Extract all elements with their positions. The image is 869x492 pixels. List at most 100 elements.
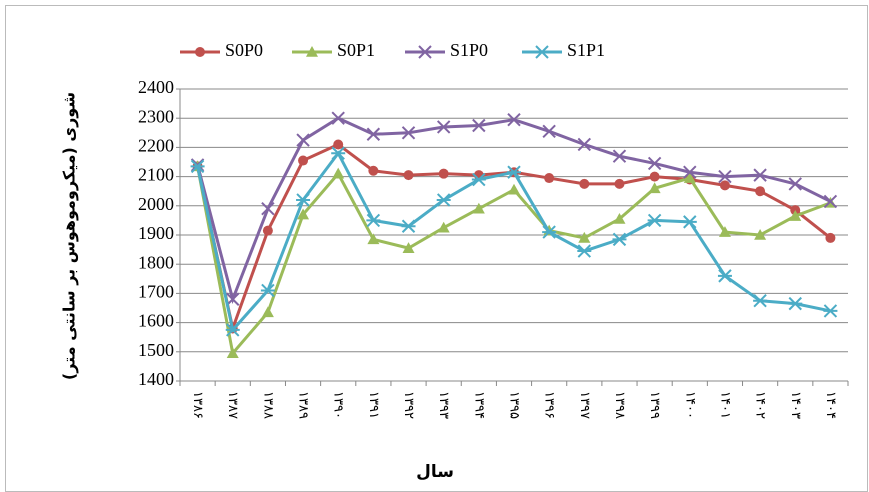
x-tick-label: ۱۴۰۳ bbox=[788, 391, 803, 419]
marker bbox=[788, 177, 802, 191]
x-tick-label: ۱۳۹۸ bbox=[612, 391, 627, 419]
marker bbox=[401, 219, 416, 233]
x-tick-label: ۱۳۹۰ bbox=[331, 391, 346, 419]
marker bbox=[471, 172, 486, 187]
marker bbox=[613, 212, 626, 224]
marker bbox=[579, 178, 590, 189]
marker bbox=[190, 158, 205, 172]
marker bbox=[718, 169, 732, 184]
marker bbox=[755, 186, 766, 197]
legend-label: S0P0 bbox=[225, 40, 263, 60]
marker bbox=[544, 173, 555, 184]
y-tick-label: 1600 bbox=[138, 311, 174, 331]
x-tick-label: ۱۳۸۶ bbox=[190, 391, 205, 419]
marker bbox=[683, 172, 696, 183]
x-tick-label: ۱۴۰۲ bbox=[753, 391, 768, 419]
y-tick-label: 1500 bbox=[138, 340, 174, 360]
marker bbox=[682, 215, 697, 229]
marker bbox=[401, 126, 416, 140]
marker bbox=[577, 137, 592, 152]
marker bbox=[612, 232, 627, 247]
x-tick-label: ۱۴۰۱ bbox=[717, 391, 732, 419]
marker bbox=[788, 296, 803, 311]
marker bbox=[297, 208, 310, 220]
marker bbox=[306, 46, 318, 57]
marker bbox=[542, 124, 556, 139]
marker bbox=[366, 213, 381, 228]
marker bbox=[195, 47, 205, 57]
x-tick-label: ۱۳۹۱ bbox=[366, 391, 381, 419]
marker bbox=[718, 226, 731, 237]
x-tick-label: ۱۴۰۰ bbox=[682, 391, 697, 419]
marker bbox=[331, 111, 345, 125]
marker bbox=[753, 293, 768, 308]
x-tick-label: ۱۳۹۹ bbox=[647, 391, 662, 419]
marker bbox=[825, 232, 836, 243]
marker bbox=[648, 182, 661, 194]
marker bbox=[647, 213, 662, 228]
y-tick-label: 1900 bbox=[138, 223, 174, 243]
marker bbox=[261, 306, 274, 318]
marker bbox=[823, 304, 838, 318]
x-tick-label: ۱۳۹۷ bbox=[577, 391, 592, 419]
x-tick-label: ۱۳۸۸ bbox=[260, 391, 275, 419]
marker bbox=[754, 229, 767, 240]
marker bbox=[649, 171, 660, 182]
y-tick-label: 2300 bbox=[138, 106, 174, 126]
y-tick-label: 2000 bbox=[138, 194, 174, 214]
legend-label: S0P1 bbox=[337, 40, 375, 60]
marker bbox=[402, 242, 415, 253]
x-tick-label: ۱۳۸۹ bbox=[296, 391, 311, 419]
marker bbox=[577, 244, 592, 258]
y-tick-label: 1800 bbox=[138, 252, 174, 272]
marker bbox=[260, 283, 275, 298]
marker bbox=[190, 159, 205, 174]
x-tick-label: ۱۳۹۵ bbox=[507, 391, 522, 419]
marker bbox=[789, 210, 802, 221]
marker bbox=[472, 118, 486, 133]
marker bbox=[366, 127, 381, 141]
marker bbox=[403, 170, 414, 181]
marker bbox=[298, 155, 309, 166]
marker bbox=[226, 347, 239, 359]
marker bbox=[332, 167, 345, 179]
x-tick-label: ۱۳۸۷ bbox=[225, 391, 240, 419]
marker bbox=[717, 269, 732, 283]
marker bbox=[719, 180, 730, 191]
marker bbox=[436, 193, 451, 207]
marker bbox=[823, 194, 838, 209]
legend-label: S1P1 bbox=[567, 40, 605, 60]
y-tick-label: 1400 bbox=[138, 369, 174, 389]
marker bbox=[261, 202, 275, 216]
y-axis-label: شوری (میکروموهوس بر سانتی متر) bbox=[60, 92, 79, 380]
marker bbox=[647, 156, 662, 171]
marker bbox=[542, 225, 557, 239]
y-tick-label: 2200 bbox=[138, 136, 174, 156]
x-tick-label: ۱۳۹۴ bbox=[471, 391, 486, 419]
y-tick-label: 2400 bbox=[138, 77, 174, 97]
marker bbox=[262, 225, 273, 236]
marker bbox=[508, 183, 520, 195]
marker bbox=[226, 292, 240, 306]
marker bbox=[438, 168, 449, 179]
y-tick-label: 1700 bbox=[138, 282, 174, 302]
chart-border bbox=[5, 5, 868, 492]
x-tick-label: ۱۳۹۳ bbox=[436, 391, 451, 419]
marker bbox=[333, 139, 344, 150]
marker bbox=[296, 193, 311, 207]
marker bbox=[436, 120, 451, 134]
marker bbox=[578, 231, 591, 243]
x-tick-label: ۱۴۰۴ bbox=[823, 391, 838, 419]
marker bbox=[614, 178, 625, 189]
marker bbox=[612, 149, 627, 163]
marker bbox=[535, 45, 549, 59]
x-tick-label: ۱۳۹۲ bbox=[401, 391, 416, 419]
marker bbox=[753, 168, 767, 182]
marker bbox=[368, 165, 379, 176]
x-axis-label: سال bbox=[416, 462, 454, 482]
x-tick-label: ۱۳۹۶ bbox=[542, 391, 557, 419]
legend-label: S1P0 bbox=[450, 40, 488, 60]
marker bbox=[683, 165, 697, 179]
marker bbox=[296, 133, 310, 147]
